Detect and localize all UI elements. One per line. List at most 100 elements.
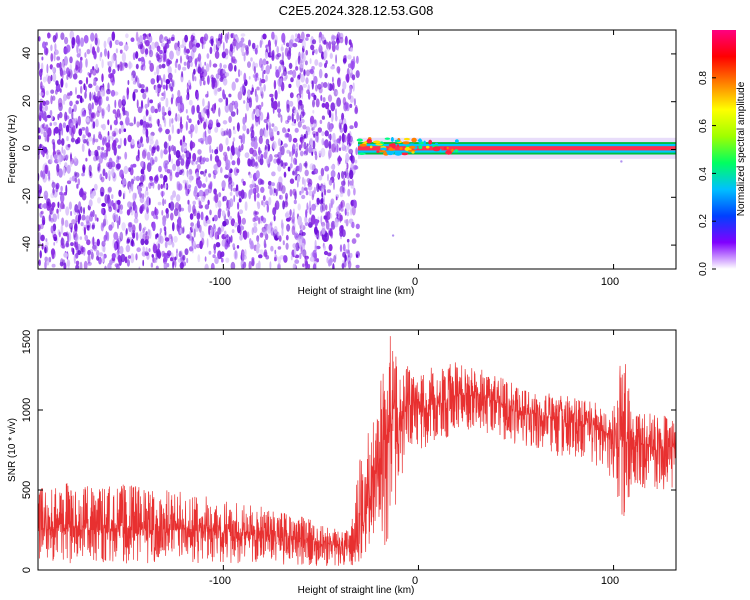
noise-cell	[323, 50, 327, 60]
noise-cell	[301, 194, 306, 200]
noise-cell	[121, 222, 126, 231]
noise-cell	[323, 188, 327, 196]
noise-cell	[247, 89, 251, 99]
noise-cell	[329, 202, 332, 213]
noise-cell	[226, 199, 229, 209]
noise-cell	[65, 124, 70, 133]
noise-cell	[304, 169, 309, 177]
noise-cell	[199, 230, 205, 239]
noise-cell	[280, 46, 284, 52]
noise-cell	[188, 173, 193, 183]
noise-cell	[95, 151, 99, 161]
noise-cell	[313, 94, 317, 101]
noise-cell	[338, 204, 342, 211]
noise-cell	[144, 200, 149, 211]
noise-cell	[170, 252, 174, 259]
noise-cell	[353, 98, 356, 106]
noise-cell	[122, 178, 127, 186]
noise-cell	[65, 82, 68, 89]
noise-cell	[162, 198, 165, 207]
noise-cell	[271, 182, 275, 187]
noise-cell	[167, 65, 172, 75]
noise-cell	[239, 70, 243, 76]
noise-cell	[102, 245, 106, 253]
noise-cell	[170, 212, 174, 221]
noise-cell	[331, 112, 335, 121]
noise-cell	[52, 213, 57, 223]
noise-cell	[264, 243, 267, 248]
noise-cell	[53, 51, 56, 62]
noise-cell	[155, 250, 159, 260]
noise-cell	[79, 261, 83, 269]
noise-cell	[58, 231, 61, 238]
noise-cell	[138, 57, 142, 62]
noise-cell	[86, 138, 89, 145]
noise-cell	[317, 232, 320, 241]
noise-cell	[270, 245, 274, 252]
noise-cell	[57, 212, 60, 220]
noise-cell	[107, 50, 110, 60]
noise-cell	[284, 212, 290, 218]
noise-cell	[56, 149, 61, 155]
noise-cell	[300, 113, 303, 119]
noise-cell	[349, 103, 353, 108]
noise-cell	[269, 261, 272, 269]
noise-cell	[249, 173, 253, 179]
noise-cell	[92, 68, 97, 76]
noise-cell	[45, 100, 50, 106]
noise-cell	[283, 255, 286, 261]
noise-cell	[112, 172, 117, 182]
noise-cell	[94, 214, 97, 222]
noise-cell	[70, 153, 72, 160]
noise-cell	[169, 50, 174, 60]
noise-cell	[312, 130, 317, 136]
noise-cell	[250, 136, 256, 142]
noise-cell	[250, 158, 256, 167]
noise-cell	[218, 143, 224, 153]
noise-cell	[228, 237, 231, 245]
noise-cell	[248, 260, 252, 269]
noise-cell	[104, 137, 107, 146]
noise-cell	[156, 83, 162, 94]
noise-cell	[74, 177, 78, 183]
noise-cell	[329, 213, 333, 219]
noise-cell	[138, 35, 143, 45]
noise-cell	[111, 194, 114, 200]
noise-cell	[157, 118, 160, 127]
noise-cell	[73, 240, 79, 248]
noise-cell	[39, 102, 43, 112]
noise-cell	[163, 73, 166, 83]
noise-cell	[119, 231, 124, 242]
noise-cell	[277, 263, 281, 269]
noise-cell	[305, 190, 309, 196]
noise-cell	[165, 78, 171, 85]
signal-band-group	[356, 137, 676, 237]
noise-cell	[38, 61, 41, 70]
noise-cell	[71, 128, 74, 139]
noise-cell	[83, 260, 88, 269]
noise-cell	[219, 77, 224, 82]
noise-cell	[38, 224, 41, 232]
noise-cell	[288, 62, 293, 69]
noise-cell	[149, 62, 154, 72]
noise-cell	[63, 56, 68, 66]
noise-cell	[221, 180, 226, 189]
noise-cell	[88, 136, 93, 142]
noise-cell	[202, 156, 206, 163]
noise-cell	[44, 246, 47, 254]
noise-cell	[186, 180, 189, 187]
noise-cell	[44, 104, 48, 112]
noise-cell	[254, 161, 258, 167]
noise-cell	[197, 149, 202, 155]
noise-cell	[336, 31, 341, 42]
noise-cell	[323, 39, 327, 45]
noise-cell	[255, 262, 260, 269]
noise-cell	[168, 153, 171, 163]
noise-cell	[205, 157, 210, 162]
noise-cell	[355, 70, 360, 79]
noise-cell	[167, 60, 173, 65]
noise-cell	[302, 135, 306, 140]
signal-blob	[376, 150, 380, 153]
noise-cell	[192, 200, 196, 206]
noise-cell	[324, 130, 329, 137]
